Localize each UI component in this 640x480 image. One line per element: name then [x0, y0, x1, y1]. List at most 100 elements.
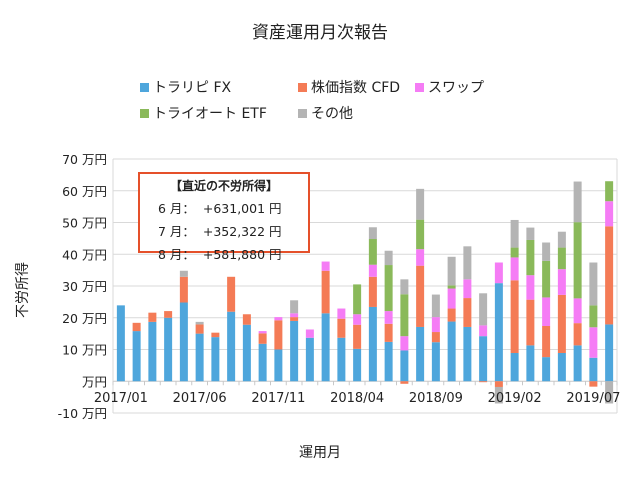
bar-segment-cfd	[258, 333, 267, 344]
x-axis: 2017/01 2017/06 2017/11 2018/04 2018/09 2019/…	[94, 381, 620, 406]
bar-segment-swap	[290, 313, 299, 318]
x-tick-label: 2018/04	[330, 391, 384, 406]
bar-segment-etf	[557, 247, 566, 270]
y-tick-label: 40 万円	[62, 247, 107, 262]
bar-segment-fx	[589, 357, 598, 382]
bar-segment-swap	[510, 257, 519, 281]
bar-segment-swap	[416, 249, 425, 266]
y-tick-label: 万円	[82, 374, 107, 389]
bar-segment-fx	[542, 357, 551, 382]
bar-segment-fx	[179, 302, 188, 382]
bar-segment-other	[494, 386, 503, 404]
income-june: 6 月： +631,001 円	[158, 201, 282, 216]
bar-segment-etf	[526, 239, 535, 276]
legend-label: トラリピ FX	[153, 80, 232, 96]
x-tick-label: 2019/02	[488, 391, 542, 406]
bar-segment-etf	[400, 294, 409, 337]
bar-segment-fx	[227, 311, 236, 382]
bar-segment-fx	[132, 331, 141, 382]
bar-segment-other	[589, 262, 598, 306]
bar-segment-swap	[573, 298, 582, 324]
bar-segment-other	[384, 250, 393, 266]
y-tick-label: -10 万円	[58, 406, 107, 421]
bar-segment-swap	[368, 264, 377, 277]
bar-segment-fx	[463, 326, 472, 382]
bar-segment-swap	[353, 314, 362, 325]
bar-segment-swap	[589, 327, 598, 358]
bar-segment-swap	[321, 261, 330, 271]
y-tick-label: 30 万円	[62, 279, 107, 294]
bar-segment-cfd	[132, 322, 141, 332]
bar-segment-swap	[479, 325, 488, 337]
bar-segment-other	[368, 227, 377, 240]
bar-segment-fx	[211, 337, 220, 382]
bar-segment-cfd	[510, 280, 519, 353]
bar-segment-cfd	[274, 320, 283, 350]
bar-segment-cfd	[479, 381, 488, 383]
bar-segment-other	[195, 321, 204, 325]
bar-segment-swap	[447, 288, 456, 309]
legend-swatch	[298, 83, 307, 92]
bar-segment-fx	[164, 317, 173, 382]
legend-swatch	[140, 83, 149, 92]
x-tick-label: 2019/07	[566, 391, 620, 406]
legend-label: トライオート ETF	[153, 106, 267, 122]
bar-segment-swap	[605, 201, 614, 227]
bar-segment-fx	[321, 313, 330, 382]
bar-segment-fx	[305, 337, 314, 382]
bar-segment-other	[510, 219, 519, 248]
bar-segment-fx	[384, 341, 393, 382]
bar-segment-fx	[431, 342, 440, 382]
bar-segment-etf	[573, 222, 582, 299]
bar-segment-cfd	[179, 276, 188, 303]
bar-segment-cfd	[164, 311, 173, 318]
bar-segment-fx	[195, 333, 204, 382]
bar-segment-swap	[494, 262, 503, 284]
x-tick-label: 2017/01	[94, 391, 148, 406]
bar-segment-other	[557, 231, 566, 248]
income-july: 7 月： +352,322 円	[158, 224, 282, 239]
x-axis-label: 運用月	[299, 445, 341, 461]
bar-segment-etf	[416, 219, 425, 250]
bar-segment-fx	[274, 349, 283, 382]
bar-segment-other	[400, 279, 409, 295]
bar-segment-cfd	[353, 324, 362, 349]
bar-segment-other	[463, 246, 472, 280]
y-tick-label: 20 万円	[62, 311, 107, 326]
bar-segment-cfd	[431, 332, 440, 343]
bar-segment-fx	[368, 306, 377, 382]
bar-segment-other	[447, 256, 456, 286]
bar-segment-other	[605, 381, 614, 404]
bar-segment-fx	[494, 283, 503, 382]
bar-segment-etf	[605, 181, 614, 202]
bar-segment-swap	[305, 329, 314, 338]
bar-segment-cfd	[290, 317, 299, 321]
legend-swatch	[140, 109, 149, 118]
bar-segment-fx	[242, 324, 251, 382]
bar-segment-fx	[353, 348, 362, 382]
bar-segment-etf	[542, 260, 551, 298]
bar-segment-swap	[384, 311, 393, 324]
bar-segment-other	[416, 188, 425, 220]
bar-segment-cfd	[447, 308, 456, 322]
legend-label: スワップ	[428, 80, 484, 96]
bar-segment-etf	[589, 305, 598, 328]
bar-segment-fx	[447, 321, 456, 382]
bar-segment-etf	[510, 247, 519, 258]
bar-segment-swap	[431, 317, 440, 333]
x-tick-label: 2017/11	[251, 391, 305, 406]
y-tick-label: 70 万円	[62, 152, 107, 167]
x-tick-label: 2018/09	[409, 391, 463, 406]
bar-segment-cfd	[526, 299, 535, 346]
bar-segment-cfd	[494, 381, 503, 387]
legend-label: その他	[311, 106, 353, 122]
bar-segment-fx	[605, 324, 614, 382]
bar-segment-cfd	[416, 265, 425, 327]
y-tick-label: 10 万円	[62, 343, 107, 358]
bar-segment-fx	[258, 343, 267, 382]
bar-segment-cfd	[589, 381, 598, 387]
bar-segment-cfd	[463, 298, 472, 327]
bar-segment-swap	[274, 317, 283, 321]
